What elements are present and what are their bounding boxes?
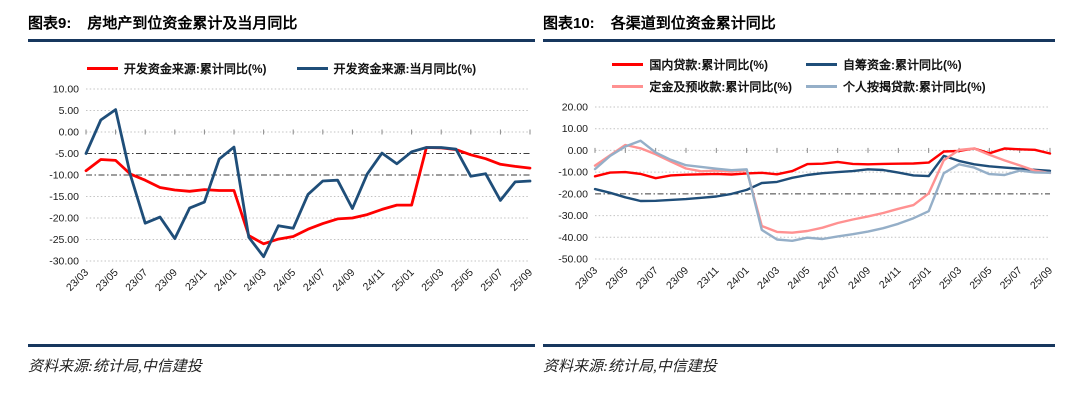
title-underline [543, 39, 1055, 42]
legend-label: 个人按揭贷款:累计同比(%) [843, 80, 986, 94]
source-text: 资料来源:统计局,中信建投 [543, 359, 717, 375]
y-axis-tick-label: -15.00 [49, 191, 79, 203]
chart-legend: 国内贷款:累计同比(%) 自筹资金:累计同比(%) 定金及预收款:累计同比(%) 个人… [543, 56, 1055, 95]
y-axis-tick-label: 0.00 [568, 145, 589, 157]
chart-title: 图表10: 各渠道到位资金累计同比 [543, 8, 1055, 33]
x-axis-tick-label: 24/01 [212, 267, 239, 294]
chart-title-text: 各渠道到位资金累计同比 [610, 15, 776, 32]
x-axis-tick-label: 23/05 [94, 267, 121, 294]
y-axis-tick-label: -30.00 [49, 256, 79, 268]
x-axis-tick-label: 24/11 [361, 267, 388, 294]
legend-line-swatch [806, 62, 837, 67]
y-axis-tick-label: -30.00 [558, 210, 588, 222]
series-line [593, 139, 1052, 243]
legend-line-swatch [612, 84, 644, 89]
x-axis-tick-label: 24/03 [242, 267, 269, 294]
y-axis-tick-label: 10.00 [562, 123, 588, 135]
x-axis-tick-label: 25/09 [1028, 265, 1055, 292]
x-axis-tick-label: 24/09 [846, 265, 873, 292]
chart-panel-total-funds: 图表9: 房地产到位资金累计及当月同比 开发资金来源:累计同比(%) 开发资金来源:… [28, 8, 535, 313]
x-axis-tick-label: 24/01 [725, 265, 752, 292]
x-axis-tick-label: 24/05 [785, 265, 812, 292]
x-axis-tick-label: 23/05 [603, 265, 630, 292]
legend-line-swatch [806, 84, 837, 89]
y-axis-tick-label: -25.00 [49, 234, 79, 246]
legend-item: 国内贷款:累计同比(%) [612, 56, 792, 73]
funds-by-channel-line-chart: -50.00 -40.00 -30.00 -20.00 -10.00 0.00 10.00 2… [558, 102, 1055, 292]
x-axis-tick-label: 23/09 [153, 267, 180, 294]
y-axis-tick-label: 0.00 [59, 127, 80, 139]
footer-rule [543, 344, 1055, 347]
legend-item: 定金及预收款:累计同比(%) [612, 78, 792, 95]
x-axis-tick-label: 25/05 [449, 267, 476, 294]
series-line [593, 143, 1052, 234]
source-footer: 资料来源:统计局,中信建投 [543, 344, 1055, 376]
legend-label: 开发资金来源:累计同比(%) [123, 62, 267, 76]
chart-title: 图表9: 房地产到位资金累计及当月同比 [28, 8, 535, 33]
chart-panel-funds-by-channel: 图表10: 各渠道到位资金累计同比 国内贷款:累计同比(%) 自筹资金:累计同比(%… [543, 8, 1055, 311]
chart-legend: 开发资金来源:累计同比(%) 开发资金来源:当月同比(%) [28, 60, 535, 77]
footer-rule [28, 344, 535, 347]
x-axis-tick-label: 25/05 [967, 265, 994, 292]
x-axis-tick-label: 23/07 [123, 267, 150, 294]
y-axis-tick-label: 5.00 [59, 105, 80, 117]
y-axis-tick-label: 10.00 [53, 84, 79, 96]
x-axis-tick-label: 24/07 [301, 267, 328, 294]
x-axis-tick-label: 25/07 [478, 267, 505, 294]
x-axis-tick-label: 24/05 [271, 267, 298, 294]
chart-number-label: 图表9: [28, 15, 72, 32]
x-axis-tick-label: 25/07 [998, 265, 1025, 292]
legend-label: 国内贷款:累计同比(%) [649, 58, 768, 72]
y-axis-tick-label: -20.00 [49, 213, 79, 225]
source-text: 资料来源:统计局,中信建投 [28, 359, 202, 375]
y-axis-tick-label: -5.00 [55, 148, 79, 160]
series-line [593, 154, 1052, 203]
x-axis-tick-label: 23/11 [695, 265, 722, 292]
series-line [84, 108, 532, 259]
y-axis-tick-label: -50.00 [558, 254, 588, 266]
x-axis-tick-label: 23/09 [664, 265, 691, 292]
chart-number-label: 图表10: [543, 15, 595, 32]
legend-label: 定金及预收款:累计同比(%) [649, 80, 792, 94]
source-footer: 资料来源:统计局,中信建投 [28, 344, 535, 376]
legend-item: 自筹资金:累计同比(%) [806, 56, 986, 73]
x-axis-tick-label: 24/03 [755, 265, 782, 292]
legend-line-swatch [612, 62, 644, 67]
x-axis-tick-label: 24/07 [816, 265, 843, 292]
x-axis-tick-label: 25/01 [907, 265, 934, 292]
y-axis-tick-label: -10.00 [558, 167, 588, 179]
x-axis-tick-label: 25/01 [390, 267, 417, 294]
legend-line-swatch [296, 66, 328, 71]
x-axis-tick-label: 25/03 [937, 265, 964, 292]
x-axis-tick-label: 23/07 [634, 265, 661, 292]
legend-line-swatch [86, 66, 118, 71]
total-funds-line-chart: -30.00 -25.00 -20.00 -15.00 -10.00 -5.00 0.00 5… [49, 84, 535, 294]
x-axis-tick-label: 25/09 [508, 267, 535, 294]
legend-item: 开发资金来源:当月同比(%) [296, 60, 477, 77]
x-axis-tick-label: 23/03 [64, 267, 91, 294]
legend-label: 自筹资金:累计同比(%) [843, 58, 962, 72]
y-axis-tick-label: 20.00 [562, 102, 588, 114]
y-axis-tick-label: -20.00 [558, 188, 588, 200]
legend-item: 个人按揭贷款:累计同比(%) [806, 78, 986, 95]
chart-title-text: 房地产到位资金累计及当月同比 [87, 15, 298, 32]
x-axis-tick-label: 23/03 [573, 265, 600, 292]
legend-item: 开发资金来源:累计同比(%) [86, 60, 267, 77]
y-axis-tick-label: -10.00 [49, 170, 79, 182]
x-axis-tick-label: 23/11 [183, 267, 210, 294]
x-axis-tick-label: 24/11 [877, 265, 904, 292]
x-axis-tick-label: 25/03 [419, 267, 446, 294]
title-underline [28, 39, 535, 42]
legend-label: 开发资金来源:当月同比(%) [333, 62, 477, 76]
x-axis-tick-label: 24/09 [330, 267, 357, 294]
y-axis-tick-label: -40.00 [558, 232, 588, 244]
